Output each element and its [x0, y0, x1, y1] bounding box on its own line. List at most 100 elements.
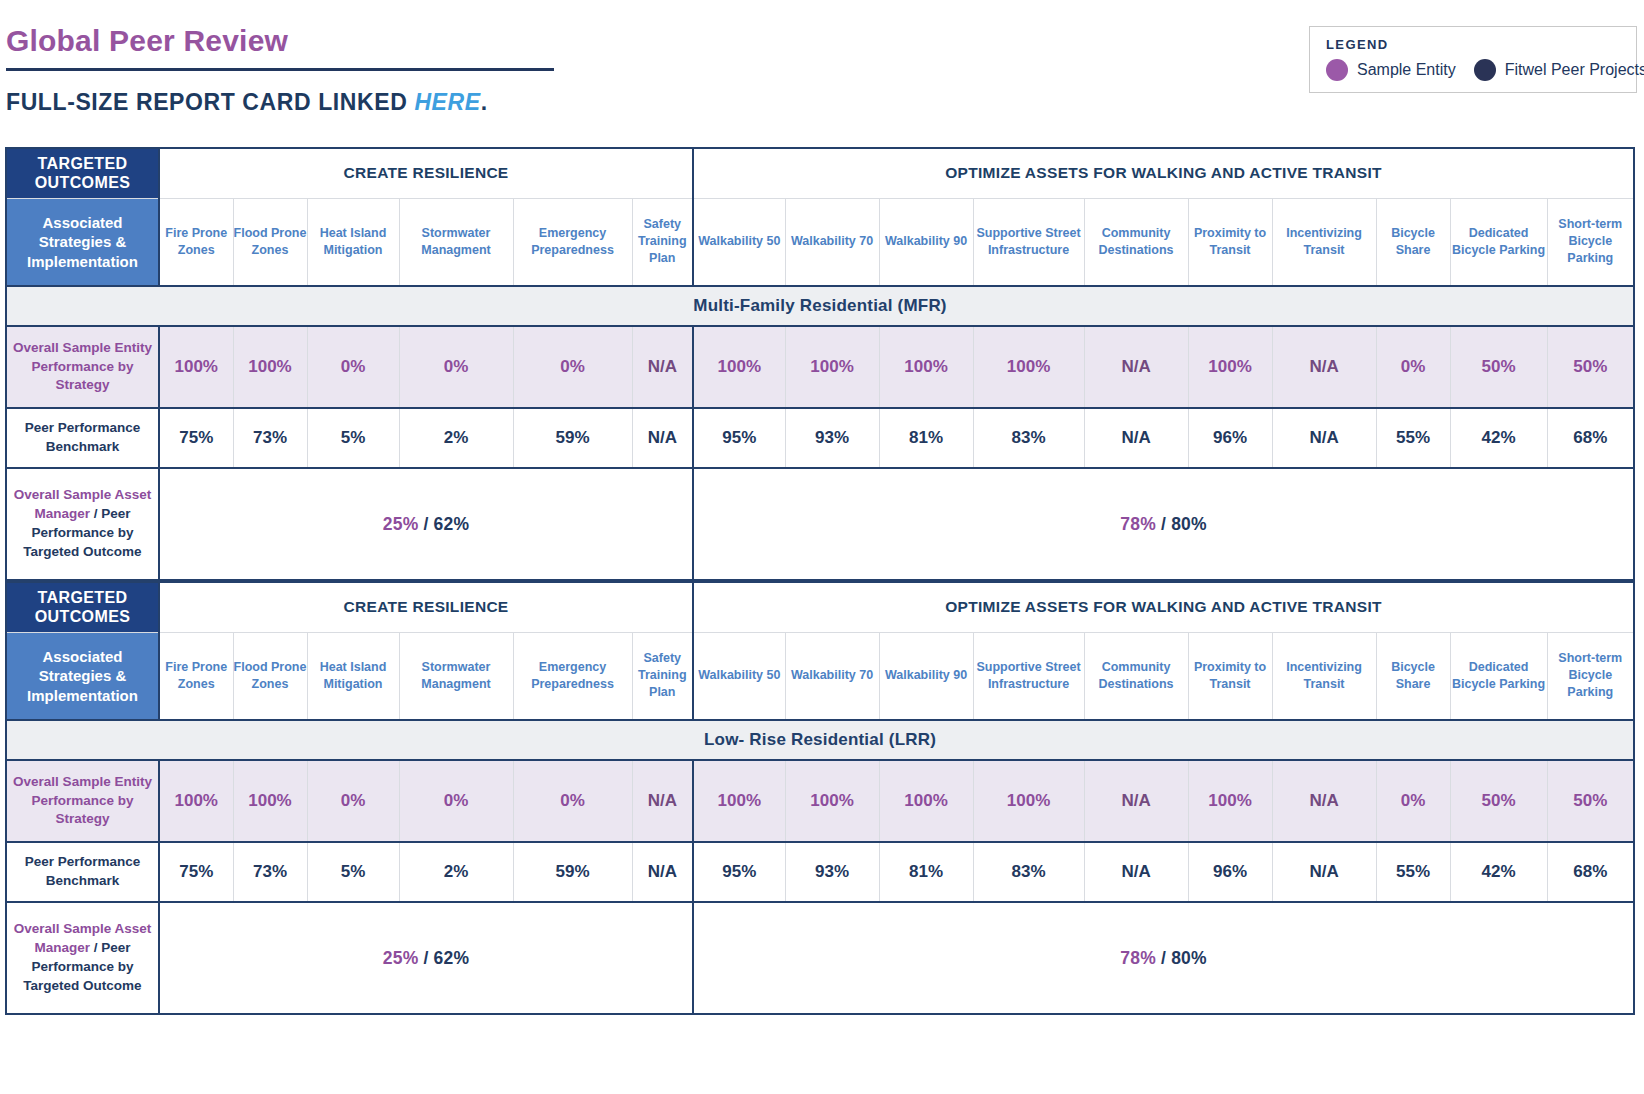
peer-benchmark-row-label: Peer Performance Benchmark — [6, 408, 159, 468]
strategy-column-header: Community Destinations — [1084, 198, 1188, 286]
overall-separator: / — [1156, 514, 1171, 534]
sample-entity-value-cell: 0% — [1376, 760, 1450, 842]
peer-benchmark-value-cell: 2% — [399, 842, 513, 902]
section-header: OPTIMIZE ASSETS FOR WALKING AND ACTIVE T… — [693, 148, 1634, 198]
overall-peer-value: 80% — [1171, 948, 1207, 968]
report-tables: TARGETED OUTCOMESCREATE RESILIENCEOPTIMI… — [5, 147, 1635, 1015]
sample-entity-value-cell: 100% — [159, 326, 233, 408]
overall-sample-value: 78% — [1120, 514, 1156, 534]
peer-benchmark-value-cell: N/A — [632, 408, 693, 468]
peer-benchmark-value-cell: 75% — [159, 408, 233, 468]
overall-sample-value: 78% — [1120, 948, 1156, 968]
report-card-table: TARGETED OUTCOMESCREATE RESILIENCEOPTIMI… — [5, 147, 1635, 581]
category-band: Low- Rise Residential (LRR) — [6, 720, 1634, 760]
strategy-column-header: Walkability 50 — [693, 632, 785, 720]
peer-benchmark-value-cell: 68% — [1547, 408, 1634, 468]
strategy-column-header: Flood Prone Zones — [233, 632, 307, 720]
overall-peer-value: 80% — [1171, 514, 1207, 534]
peer-benchmark-value-cell: N/A — [1272, 408, 1376, 468]
sample-entity-value-cell: 100% — [973, 326, 1084, 408]
peer-benchmark-value-cell: 42% — [1450, 842, 1547, 902]
targeted-outcomes-header: TARGETED OUTCOMES — [6, 582, 159, 632]
report-card-link[interactable]: HERE — [414, 89, 480, 115]
sample-entity-value-cell: 50% — [1450, 760, 1547, 842]
sample-entity-value-cell: 100% — [159, 760, 233, 842]
strategy-column-header: Flood Prone Zones — [233, 198, 307, 286]
peer-benchmark-value-cell: 42% — [1450, 408, 1547, 468]
subtitle-period: . — [481, 89, 488, 115]
sample-entity-value-cell: 100% — [785, 760, 879, 842]
legend-label: Fitwel Peer Projects — [1505, 61, 1644, 79]
overall-combined-cell: 78% / 80% — [693, 902, 1634, 1014]
sample-entity-value-cell: 100% — [233, 326, 307, 408]
section-header: CREATE RESILIENCE — [159, 148, 693, 198]
targeted-outcomes-header: TARGETED OUTCOMES — [6, 148, 159, 198]
legend-item-sample-entity: Sample Entity — [1326, 59, 1456, 81]
sample-entity-value-cell: 100% — [785, 326, 879, 408]
overall-combined-cell: 25% / 62% — [159, 468, 693, 580]
strategy-column-header: Bicycle Share — [1376, 632, 1450, 720]
strategy-column-header: Proximity to Transit — [1188, 198, 1272, 286]
strategy-column-header: Short-term Bicycle Parking — [1547, 632, 1634, 720]
peer-benchmark-value-cell: 83% — [973, 842, 1084, 902]
sample-entity-value-cell: 100% — [233, 760, 307, 842]
title-divider — [6, 68, 554, 71]
strategy-column-header: Walkability 90 — [879, 198, 973, 286]
peer-benchmark-value-cell: 59% — [513, 408, 632, 468]
sample-entity-value-cell: N/A — [632, 326, 693, 408]
category-band: Multi-Family Residential (MFR) — [6, 286, 1634, 326]
peer-benchmark-value-cell: 55% — [1376, 842, 1450, 902]
legend-title: LEGEND — [1326, 37, 1636, 52]
overall-combined-cell: 78% / 80% — [693, 468, 1634, 580]
legend-item-fitwel-peers: Fitwel Peer Projects — [1474, 59, 1644, 81]
strategy-column-header: Heat Island Mitigation — [307, 198, 399, 286]
strategy-column-header: Supportive Street Infrastructure — [973, 632, 1084, 720]
overall-row-label: Overall Sample Asset Manager / Peer Perf… — [6, 468, 159, 580]
peer-benchmark-value-cell: 68% — [1547, 842, 1634, 902]
sample-entity-value-cell: N/A — [1084, 326, 1188, 408]
sample-entity-dot-icon — [1326, 59, 1348, 81]
sample-entity-value-cell: 100% — [1188, 326, 1272, 408]
associated-strategies-header: Associated Strategies & Implementation — [6, 198, 159, 286]
report-card-subtitle: FULL-SIZE REPORT CARD LINKED HERE. — [6, 89, 554, 116]
strategy-column-header: Fire Prone Zones — [159, 198, 233, 286]
sample-entity-value-cell: 0% — [513, 760, 632, 842]
strategy-column-header: Walkability 70 — [785, 198, 879, 286]
peer-benchmark-value-cell: 55% — [1376, 408, 1450, 468]
sample-entity-value-cell: N/A — [1084, 760, 1188, 842]
section-header: CREATE RESILIENCE — [159, 582, 693, 632]
strategy-column-header: Short-term Bicycle Parking — [1547, 198, 1634, 286]
sample-entity-value-cell: 50% — [1450, 326, 1547, 408]
strategy-column-header: Community Destinations — [1084, 632, 1188, 720]
sample-entity-value-cell: 0% — [513, 326, 632, 408]
sample-entity-value-cell: 100% — [973, 760, 1084, 842]
sample-entity-value-cell: 50% — [1547, 760, 1634, 842]
strategy-column-header: Stormwater Managment — [399, 198, 513, 286]
strategy-column-header: Stormwater Managment — [399, 632, 513, 720]
overall-separator: / — [418, 948, 433, 968]
strategy-column-header: Safety Training Plan — [632, 198, 693, 286]
peer-benchmark-value-cell: 75% — [159, 842, 233, 902]
strategy-column-header: Bicycle Share — [1376, 198, 1450, 286]
sample-entity-value-cell: N/A — [632, 760, 693, 842]
subtitle-text: FULL-SIZE REPORT CARD LINKED — [6, 89, 414, 115]
overall-separator: / — [1156, 948, 1171, 968]
sample-entity-row-label: Overall Sample Entity Performance by Str… — [6, 760, 159, 842]
strategy-column-header: Dedicated Bicycle Parking — [1450, 632, 1547, 720]
peer-benchmark-value-cell: 73% — [233, 842, 307, 902]
strategy-column-header: Walkability 90 — [879, 632, 973, 720]
sample-entity-value-cell: 100% — [1188, 760, 1272, 842]
strategy-column-header: Emergency Preparedness — [513, 198, 632, 286]
peer-benchmark-value-cell: 59% — [513, 842, 632, 902]
peer-benchmark-row-label: Peer Performance Benchmark — [6, 842, 159, 902]
strategy-column-header: Supportive Street Infrastructure — [973, 198, 1084, 286]
overall-separator: / — [418, 514, 433, 534]
overall-peer-value: 62% — [434, 514, 470, 534]
strategy-column-header: Heat Island Mitigation — [307, 632, 399, 720]
peer-benchmark-value-cell: 96% — [1188, 842, 1272, 902]
strategy-column-header: Safety Training Plan — [632, 632, 693, 720]
peer-benchmark-value-cell: N/A — [1272, 842, 1376, 902]
sample-entity-value-cell: 100% — [879, 760, 973, 842]
page-header: Global Peer Review FULL-SIZE REPORT CARD… — [6, 24, 554, 116]
page-title: Global Peer Review — [6, 24, 554, 58]
